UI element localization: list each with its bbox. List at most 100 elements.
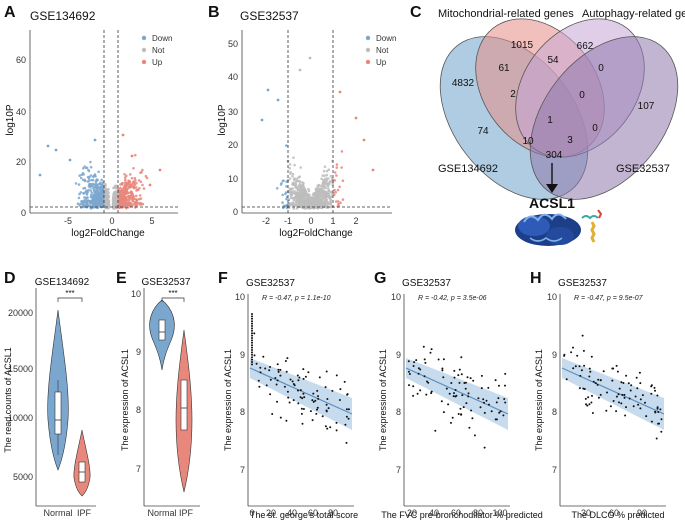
panel-b-ylabel: log10P [217, 104, 228, 135]
scatter-point [660, 430, 663, 433]
scatter-point [597, 396, 600, 399]
volcano-point [334, 200, 338, 203]
scatter-point [616, 370, 619, 373]
volcano-point [328, 197, 332, 200]
scatter-point [655, 437, 658, 440]
volcano-point [329, 199, 332, 203]
volcano-point [327, 187, 330, 190]
volcano-point [158, 168, 162, 172]
scatter-point [606, 391, 608, 394]
panel-b-xtick: 2 [353, 216, 358, 226]
volcano-point [137, 179, 141, 182]
volcano-point [95, 202, 99, 206]
volcano-point [86, 175, 90, 179]
scatter-point [470, 409, 473, 412]
scatter-point [490, 410, 493, 413]
volcano-point [90, 191, 94, 195]
scatter-point [426, 380, 428, 383]
volcano-point [340, 150, 344, 153]
scatter-point [285, 370, 288, 373]
volcano-point [319, 201, 323, 205]
panel-a-ytick: 20 [16, 157, 26, 167]
volcano-point [320, 177, 323, 181]
volcano-point [341, 198, 345, 201]
scatter-point [434, 429, 437, 432]
panel-c-label: C [410, 4, 422, 21]
volcano-point [308, 56, 312, 60]
volcano-point [133, 183, 137, 186]
panel-a-xtick: -5 [64, 216, 72, 226]
scatter-point [654, 411, 657, 414]
volcano-point [327, 192, 331, 195]
scatter-point [437, 358, 440, 361]
panel-g-ytick: 10 [391, 292, 401, 302]
scatter-point [580, 369, 583, 372]
scatter-point [650, 392, 653, 395]
scatter-point [588, 367, 591, 370]
volcano-point [128, 183, 131, 187]
volcano-point [87, 188, 90, 192]
volcano-point [291, 174, 294, 178]
volcano-point [288, 166, 292, 170]
panel-e-xtick: IPF [179, 508, 194, 518]
scatter-point [329, 426, 332, 429]
volcano-point [291, 196, 294, 200]
volcano-point [89, 193, 93, 197]
scatter-point [464, 387, 467, 390]
scatter-point [498, 384, 500, 387]
regression-line [405, 367, 509, 415]
volcano-point [114, 202, 117, 206]
scatter-point [262, 355, 265, 358]
volcano-point [134, 179, 137, 182]
scatter-point [487, 386, 490, 389]
scatter-point [307, 371, 310, 374]
scatter-point [251, 334, 253, 337]
panel-b-xtick: 0 [308, 216, 313, 226]
scatter-point [590, 355, 593, 358]
legend-up: Up [152, 58, 163, 67]
scatter-point [609, 405, 612, 408]
volcano-point [89, 202, 92, 205]
scatter-point [276, 379, 279, 382]
scatter-point [312, 392, 315, 395]
scatter-point [463, 382, 466, 384]
scatter-point [483, 401, 485, 404]
volcano-point [308, 199, 312, 203]
panel-g-xtick: 80 [473, 508, 483, 518]
scatter-point [639, 398, 642, 401]
scatter-point [302, 368, 305, 371]
scatter-point [345, 441, 348, 444]
panel-e-ytick: 7 [136, 464, 141, 474]
panel-h-xtick: 90 [637, 508, 647, 518]
volcano-point [99, 181, 102, 184]
volcano-point [333, 171, 337, 174]
panel-d-xtick: IPF [77, 508, 92, 518]
scatter-point [448, 392, 451, 395]
scatter-point [477, 397, 480, 400]
volcano-point [135, 202, 138, 206]
volcano-point [99, 189, 103, 192]
scatter-point [430, 390, 433, 393]
scatter-point [454, 389, 457, 391]
scatter-point [251, 313, 253, 315]
volcano-point [300, 191, 303, 194]
scatter-point [298, 376, 301, 379]
scatter-point [251, 351, 253, 354]
panel-d-ytick: 15000 [8, 364, 33, 374]
volcano-point [106, 199, 109, 202]
scatter-point [627, 382, 630, 385]
scatter-point [599, 393, 602, 396]
scatter-point [576, 354, 579, 357]
volcano-point [298, 192, 301, 195]
scatter-point [451, 416, 454, 419]
volcano-point [323, 178, 327, 181]
volcano-point [299, 166, 303, 169]
volcano-point [94, 175, 97, 178]
volcano-point [330, 195, 333, 198]
volcano-point [107, 206, 110, 210]
volcano-point [99, 185, 103, 189]
panel-b-xtick: 1 [330, 216, 335, 226]
volcano-point [315, 192, 319, 196]
volcano-point [298, 184, 301, 187]
scatter-point [301, 422, 304, 425]
